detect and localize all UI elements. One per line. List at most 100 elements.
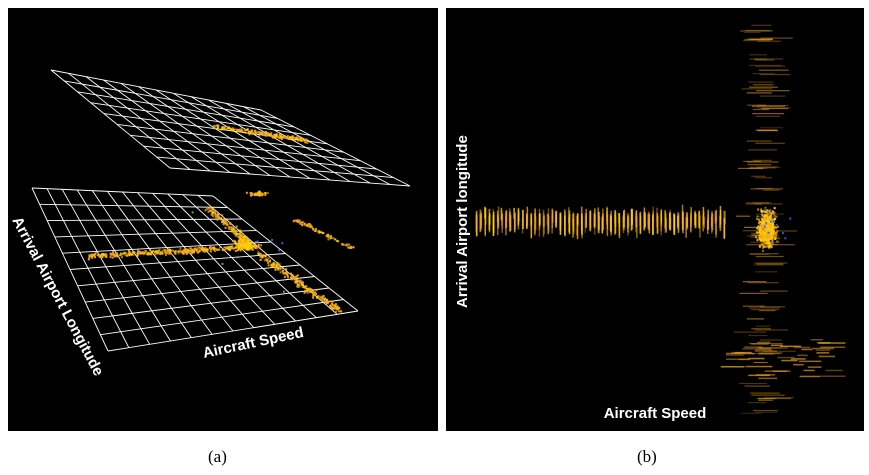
density-streak [497, 214, 499, 236]
density-streak [598, 215, 600, 234]
density-point [290, 272, 292, 275]
density-point [306, 223, 309, 226]
density-point [247, 244, 250, 247]
density-point [165, 251, 168, 254]
density-streak [542, 216, 545, 237]
density-point [276, 261, 279, 264]
density-band [748, 374, 770, 377]
density-point [347, 246, 350, 249]
density-band [747, 402, 767, 404]
density-point [259, 192, 262, 195]
density-point [281, 135, 284, 138]
bottom-grid-line [54, 230, 257, 238]
density-band [748, 81, 774, 83]
density-point [249, 192, 252, 195]
density-band [760, 306, 786, 308]
density-streak [593, 213, 596, 225]
density-streak [526, 215, 528, 229]
density-point [774, 232, 777, 234]
density-point [256, 247, 259, 250]
density-point [96, 254, 99, 257]
density-point [250, 194, 252, 197]
density-point [762, 250, 764, 252]
density-point [93, 254, 96, 257]
density-point [257, 251, 260, 254]
density-point [755, 236, 758, 239]
density-band [744, 226, 773, 228]
density-point [767, 213, 770, 216]
density-point [267, 259, 270, 262]
density-point [136, 250, 139, 253]
density-point [272, 262, 275, 265]
density-point [296, 138, 299, 141]
density-point [242, 246, 245, 249]
density-point [201, 248, 204, 251]
density-point [150, 252, 152, 254]
density-point [325, 234, 328, 237]
density-streak [627, 216, 630, 234]
density-point [327, 233, 330, 236]
density-point [102, 254, 105, 257]
density-point [760, 237, 763, 239]
density-point [331, 308, 334, 311]
density-band [749, 253, 779, 255]
density-point [764, 220, 767, 223]
density-streak [484, 215, 486, 237]
density-point [769, 218, 772, 221]
density-point [763, 231, 766, 234]
density-streak [614, 211, 617, 234]
density-point [105, 254, 108, 257]
density-point [213, 248, 216, 251]
density-point [771, 223, 774, 226]
density-point [270, 133, 272, 136]
density-band [738, 358, 751, 361]
density-point [280, 138, 283, 141]
density-band [739, 382, 767, 385]
density-band [725, 354, 744, 356]
density-point [238, 236, 240, 238]
density-point [138, 252, 141, 255]
density-point [769, 235, 772, 238]
bottom-grid-line [92, 287, 330, 319]
density-point [247, 240, 250, 243]
density-point [258, 132, 261, 135]
density-point [764, 206, 767, 209]
density-streak [673, 214, 676, 232]
density-point [292, 137, 295, 139]
density-point [756, 231, 759, 234]
density-point [175, 250, 177, 253]
x-axis-label-a: Aircraft Speed [201, 324, 305, 362]
density-point [124, 254, 127, 257]
density-point [241, 243, 244, 246]
density-point [314, 230, 317, 233]
top-grid-line [155, 89, 291, 178]
density-streak [710, 216, 713, 229]
density-point [119, 252, 122, 255]
density-point [177, 252, 180, 255]
density-band [818, 355, 835, 358]
density-point [199, 247, 202, 250]
density-point [315, 228, 318, 231]
density-point [757, 228, 760, 231]
density-point [208, 209, 211, 212]
density-point [298, 280, 301, 283]
density-point [183, 249, 186, 252]
density-point [306, 141, 309, 144]
density-point [245, 241, 248, 243]
density-point [301, 224, 304, 227]
density-band [742, 230, 759, 232]
density-point [766, 214, 769, 217]
density-point [226, 127, 229, 130]
density-band [744, 385, 770, 387]
density-point [316, 296, 318, 299]
density-band [733, 331, 766, 333]
density-streak [559, 213, 562, 235]
density-point [761, 214, 764, 217]
density-point [329, 235, 332, 238]
top-grid-line [143, 145, 377, 170]
density-band [790, 358, 806, 360]
density-streak [489, 213, 491, 225]
density-streak [610, 216, 612, 233]
density-point [245, 191, 248, 194]
density-point [304, 289, 307, 292]
